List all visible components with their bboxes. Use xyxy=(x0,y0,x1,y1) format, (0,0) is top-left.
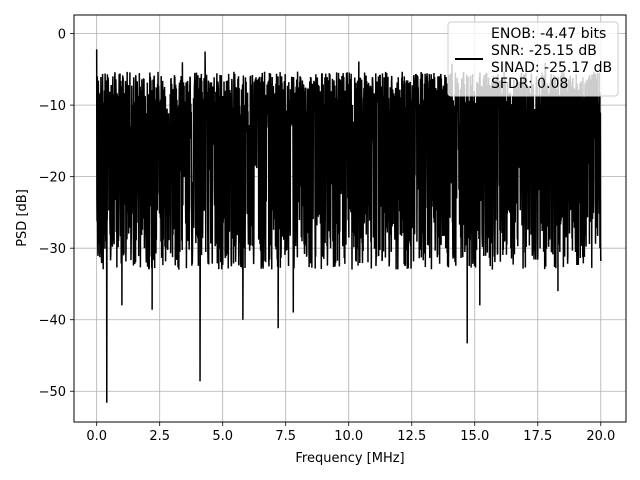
x-tick-label: 0.0 xyxy=(86,429,107,444)
x-tick-label: 7.5 xyxy=(275,429,296,444)
x-tick-label: 15.0 xyxy=(460,429,489,444)
x-tick-label: 12.5 xyxy=(397,429,426,444)
x-axis-title: Frequency [MHz] xyxy=(295,451,404,466)
series-layer xyxy=(95,49,602,403)
plot-frame xyxy=(73,14,627,423)
x-tick-label: 5.0 xyxy=(212,429,233,444)
y-tick-label: −30 xyxy=(39,242,66,257)
y-tick-label: 0 xyxy=(58,28,66,43)
y-tick-label: −50 xyxy=(39,385,66,400)
x-tick-label: 2.5 xyxy=(149,429,170,444)
y-axis-title: PSD [dB] xyxy=(15,189,30,247)
y-tick-label: −20 xyxy=(39,171,66,186)
ticks: 0.0 2.5 5.0 7.5 10.0 12.5 15.0 17.5 20.0 0 −10 −20 −… xyxy=(39,28,616,444)
legend: ENOB: -4.47 bits SNR: -25.15 dB SINAD: -… xyxy=(447,21,619,97)
x-tick-label: 17.5 xyxy=(523,429,552,444)
legend-sfdr: SFDR: 0.08 xyxy=(491,76,568,92)
legend-enob: ENOB: -4.47 bits xyxy=(491,26,606,42)
y-tick-label: −40 xyxy=(39,314,66,329)
x-tick-label: 10.0 xyxy=(334,429,363,444)
legend-sinad: SINAD: -25.17 dB xyxy=(491,60,612,76)
psd-series-line xyxy=(95,49,602,403)
x-tick-label: 20.0 xyxy=(586,429,615,444)
legend-box xyxy=(447,21,619,97)
legend-snr: SNR: -25.15 dB xyxy=(491,43,597,59)
y-tick-label: −10 xyxy=(39,99,66,114)
